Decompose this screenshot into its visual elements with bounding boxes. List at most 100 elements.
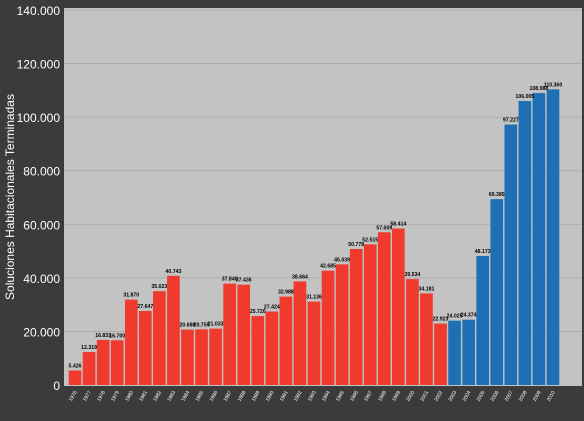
bar (476, 255, 490, 385)
bar (377, 232, 391, 385)
bar (110, 340, 124, 385)
bar-value-label: 37.436 (236, 278, 252, 284)
bar-value-label: 20.688 (180, 323, 196, 329)
x-tick-label: 2003 (448, 390, 459, 403)
x-tick-label: 1994 (321, 390, 332, 403)
bar-value-label: 38.664 (292, 274, 308, 280)
bar (82, 352, 96, 385)
bar (546, 89, 560, 386)
y-tick-label: 20.000 (23, 325, 60, 339)
bar (237, 284, 251, 385)
x-tick-label: 1987 (223, 390, 234, 403)
x-tick-label: 2004 (462, 390, 473, 403)
bar-value-label: 52.515 (362, 237, 378, 243)
bar-value-label: 35.023 (151, 284, 167, 290)
bar-value-label: 27.647 (137, 304, 153, 310)
x-tick-label: 1979 (110, 390, 121, 403)
x-tick-label: 2010 (546, 390, 557, 403)
bar-value-label: 25.720 (250, 309, 266, 315)
x-tick-label: 1989 (251, 390, 262, 403)
x-tick-label: 2002 (433, 390, 444, 403)
bar (279, 296, 293, 385)
x-tick-label: 1985 (195, 390, 206, 403)
x-tick-label: 1984 (180, 390, 191, 403)
x-tick-label: 1981 (138, 390, 149, 403)
y-axis-label: Soluciones Habitacionales Terminadas (3, 94, 17, 300)
x-tick-label: 1999 (391, 390, 402, 403)
bar (532, 93, 546, 385)
bar (153, 291, 166, 385)
x-tick-label: 2005 (476, 390, 487, 403)
bar-value-label: 108.988 (530, 86, 549, 92)
bar (363, 244, 377, 385)
bar-value-label: 20.759 (194, 322, 210, 328)
bar (349, 248, 363, 385)
y-tick-label: 80.000 (23, 165, 60, 179)
bar-value-label: 31.870 (123, 293, 139, 299)
bar (420, 293, 433, 385)
x-tick-label: 1976 (68, 390, 79, 403)
x-tick-label: 2001 (419, 390, 430, 403)
bar (406, 279, 419, 385)
bar-value-label: 42.685 (320, 264, 336, 270)
bar (293, 281, 307, 385)
bar-value-label: 32.988 (278, 290, 294, 296)
bar (96, 339, 110, 385)
x-tick-label: 1978 (96, 390, 107, 403)
bar-value-label: 57.009 (376, 225, 392, 231)
bar (321, 270, 335, 385)
bar (392, 228, 405, 385)
y-tick-label: 100.000 (17, 111, 61, 125)
x-tick-label: 2009 (532, 390, 543, 403)
x-tick-label: 2000 (405, 390, 416, 403)
y-tick-label: 40.000 (23, 272, 60, 286)
x-tick-label: 1988 (237, 390, 248, 403)
bar-value-label: 37.840 (222, 277, 238, 283)
y-tick-label: 0 (53, 379, 60, 393)
x-tick-label: 1993 (307, 390, 318, 403)
bar (138, 310, 152, 385)
bars (68, 89, 560, 386)
bar-value-label: 48.173 (475, 249, 491, 255)
x-tick-label: 1990 (265, 390, 276, 403)
bar-value-label: 31.136 (306, 295, 322, 301)
x-tick-label: 1980 (124, 390, 135, 403)
bar-value-label: 27.424 (264, 305, 280, 311)
bar (209, 328, 222, 385)
x-tick-label: 2007 (504, 390, 515, 403)
bar (181, 329, 194, 385)
bar-value-label: 12.319 (81, 345, 97, 351)
bar-value-label: 21.033 (208, 322, 224, 328)
x-tick-label: 1997 (363, 390, 374, 403)
bar (490, 199, 504, 385)
bar-value-label: 58.414 (390, 222, 406, 228)
y-tick-label: 140.000 (17, 4, 61, 18)
bar-value-label: 22.923 (433, 317, 449, 323)
bar (504, 124, 518, 386)
y-tick-label: 60.000 (23, 218, 60, 232)
x-tick-label: 1996 (349, 390, 360, 403)
bar-value-label: 16.700 (109, 333, 125, 339)
bar (518, 101, 532, 385)
x-tick-label: 1998 (377, 390, 388, 403)
bar-value-label: 24.025 (447, 314, 463, 320)
bar (434, 323, 447, 385)
x-tick-label: 1992 (293, 390, 304, 403)
bar (448, 320, 461, 385)
bar (335, 264, 349, 385)
x-tick-label: 2006 (490, 390, 501, 403)
x-tick-label: 1983 (166, 390, 177, 403)
x-axis-ticks: 1976 1977 1978 1979 1980 1981 1982 1983 1984 1985… (68, 390, 557, 403)
x-tick-label: 1991 (279, 390, 290, 403)
x-tick-label: 1977 (82, 390, 93, 403)
bar-value-label: 40.743 (165, 269, 181, 275)
bar (462, 319, 475, 385)
bar (68, 370, 82, 385)
x-tick-label: 1995 (335, 390, 346, 403)
x-tick-label: 1982 (152, 390, 163, 403)
bar (251, 316, 265, 385)
bar (167, 275, 180, 385)
